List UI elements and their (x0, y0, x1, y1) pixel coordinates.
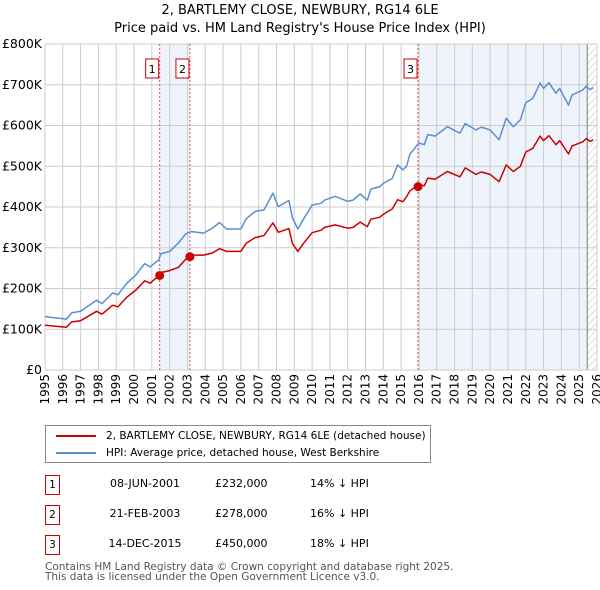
x-tick-label: 1999 (109, 374, 123, 405)
x-tick-label: 2016 (412, 374, 426, 405)
table-row: 1 08-JUN-2001 £232,000 14% ↓ HPI (45, 475, 445, 495)
x-tick-label: 2013 (359, 374, 373, 405)
sale-point (413, 182, 423, 192)
x-tick-label: 2004 (198, 374, 212, 405)
legend: 2, BARTLEMY CLOSE, NEWBURY, RG14 6LE (de… (45, 425, 431, 463)
sale-date: 21-FEB-2003 (109, 507, 181, 520)
x-tick-label: 2012 (341, 374, 355, 405)
x-tick-label: 2001 (145, 374, 159, 405)
x-tick-label: 2011 (323, 374, 337, 405)
y-tick-label: £700K (2, 77, 43, 92)
sale-point (185, 252, 195, 262)
sale-marker-label: 2 (179, 63, 186, 76)
line-chart: 1995 1996 1997 1998 1999 2000 2001 2002 2003 2004… (2, 36, 600, 405)
x-tick-label: 2000 (127, 374, 141, 405)
sale-marker-label: 1 (149, 63, 156, 76)
legend-label: HPI: Average price, detached house, West… (106, 447, 380, 459)
x-tick-label: 2022 (519, 374, 533, 405)
x-tick-label: 2018 (448, 374, 462, 405)
sale-marker-box (175, 58, 190, 79)
table-row: 2 21-FEB-2003 £278,000 16% ↓ HPI (45, 505, 445, 525)
sale-marker-label: 3 (407, 63, 414, 76)
x-tick-label: 2003 (180, 374, 194, 405)
sale-date: 08-JUN-2001 (109, 477, 181, 490)
plot-frame (44, 43, 598, 371)
sale-marker-box (403, 58, 418, 79)
x-tick-label: 2021 (501, 374, 515, 405)
x-tick-label: 2026 (590, 374, 600, 405)
sale-price: £232,000 (215, 477, 268, 490)
x-tick-label: 2006 (234, 374, 248, 405)
y-tick-label: £0 (26, 362, 42, 377)
x-tick-label: 2020 (483, 374, 497, 405)
x-tick-label: 2014 (376, 374, 390, 405)
legend-swatch-red (56, 435, 96, 437)
sale-date: 14-DEC-2015 (108, 537, 182, 550)
x-tick-label: 2017 (430, 374, 444, 405)
y-tick-label: £500K (2, 158, 43, 173)
y-tick-label: £100K (2, 321, 43, 336)
x-tick-label: 1998 (91, 374, 105, 405)
sale-price: £450,000 (215, 537, 268, 550)
legend-swatch-blue (56, 452, 96, 454)
sale-marker-badge: 2 (45, 505, 60, 525)
legend-item-hpi: HPI: Average price, detached house, West… (56, 445, 379, 461)
y-tick-label: £800K (2, 36, 43, 51)
footer-licence: This data is licensed under the Open Gov… (45, 571, 380, 583)
x-tick-label: 2015 (394, 374, 408, 405)
table-row: 3 14-DEC-2015 £450,000 18% ↓ HPI (45, 535, 445, 555)
x-tick-label: 2008 (269, 374, 283, 405)
sale-point (155, 270, 165, 280)
sale-hpi-diff: 16% ↓ HPI (310, 507, 369, 520)
legend-item-property: 2, BARTLEMY CLOSE, NEWBURY, RG14 6LE (de… (56, 428, 426, 444)
x-tick-label: 2019 (465, 374, 479, 405)
sale-price: £278,000 (215, 507, 268, 520)
x-tick-label: 1996 (56, 374, 70, 405)
x-tick-label: 2023 (537, 374, 551, 405)
x-tick-label: 2005 (216, 374, 230, 405)
x-tick-label: 2002 (163, 374, 177, 405)
y-tick-label: £300K (2, 240, 43, 255)
sale-marker-badge: 3 (45, 535, 60, 555)
x-tick-label: 2007 (252, 374, 266, 405)
y-tick-label: £200K (2, 281, 43, 296)
x-tick-label: 1995 (38, 374, 52, 405)
x-tick-label: 2024 (554, 374, 568, 405)
sale-marker-badge: 1 (45, 475, 60, 495)
sale-marker-box (145, 58, 160, 79)
legend-label: 2, BARTLEMY CLOSE, NEWBURY, RG14 6LE (de… (106, 430, 426, 442)
x-tick-label: 1997 (74, 374, 88, 405)
x-tick-label: 2009 (287, 374, 301, 405)
x-tick-label: 2025 (572, 374, 586, 405)
chart-subtitle: Price paid vs. HM Land Registry's House … (114, 21, 486, 36)
footer-copyright: Contains HM Land Registry data © Crown c… (45, 561, 454, 573)
y-tick-label: £400K (2, 199, 43, 214)
sale-hpi-diff: 14% ↓ HPI (310, 477, 369, 490)
sale-hpi-diff: 18% ↓ HPI (310, 537, 369, 550)
chart-title: 2, BARTLEMY CLOSE, NEWBURY, RG14 6LE (161, 3, 439, 18)
x-tick-label: 2010 (305, 374, 319, 405)
y-tick-label: £600K (2, 118, 43, 133)
